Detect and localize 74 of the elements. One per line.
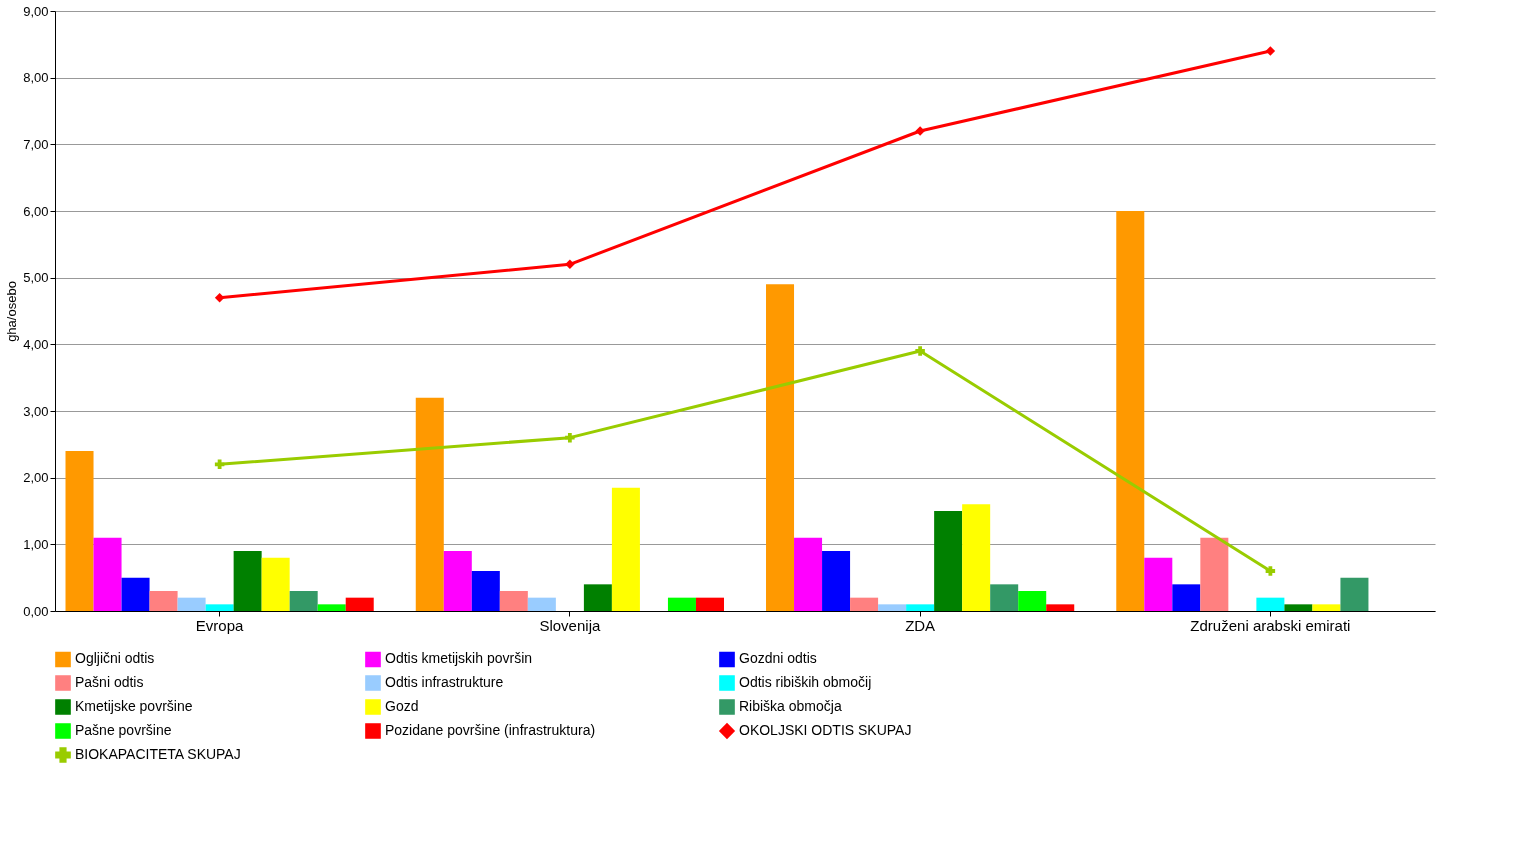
bar — [850, 597, 879, 611]
bar — [149, 591, 178, 611]
legend-label: Odtis kmetijskih površin — [385, 650, 533, 667]
bar — [471, 571, 500, 611]
legend-label: Pašne površine — [75, 722, 172, 738]
bar — [527, 597, 556, 611]
point — [214, 292, 225, 303]
bar — [934, 511, 963, 611]
legend-label: BIOKAPACITETA SKUPAJ — [75, 746, 241, 762]
bar — [1200, 537, 1229, 611]
y-tick-label: 6,00 — [23, 203, 49, 219]
bar — [1144, 557, 1173, 611]
bar — [1172, 584, 1201, 611]
bar — [289, 591, 318, 611]
point — [1265, 566, 1276, 576]
bar — [93, 537, 122, 611]
y-tick-label: 1,00 — [23, 536, 49, 552]
point — [565, 432, 575, 443]
x-tick-label: Slovenija — [539, 616, 601, 634]
y-tick-label: 7,00 — [23, 136, 49, 152]
bar — [583, 584, 612, 611]
legend-label: Gozdni odtis — [739, 650, 817, 667]
y-tick-label: 4,00 — [23, 336, 49, 352]
bar — [65, 451, 94, 611]
bar — [1312, 604, 1341, 611]
bar — [1018, 591, 1047, 611]
bar — [1256, 597, 1285, 611]
bar — [499, 591, 528, 611]
bar — [667, 597, 696, 611]
y-tick-label: 0,00 — [23, 603, 49, 619]
bar — [906, 604, 935, 611]
bar — [121, 577, 150, 611]
bar — [822, 551, 851, 611]
legend-label: Odtis infrastrukture — [385, 674, 504, 690]
bar — [261, 557, 290, 611]
legend-label: OKOLJSKI ODTIS SKUPAJ — [739, 722, 912, 738]
x-tick-label: Združeni arabski emirati — [1190, 616, 1351, 634]
y-axis-title: gha/osebo — [4, 281, 20, 342]
point — [915, 346, 925, 356]
bar — [177, 597, 206, 611]
bar — [233, 551, 262, 611]
bar — [962, 504, 991, 611]
bar — [878, 604, 907, 611]
legend-label: Ribiška območja — [739, 698, 842, 714]
legend-label: Pašni odtis — [75, 674, 144, 690]
bar — [317, 604, 346, 611]
y-tick-label: 5,00 — [23, 270, 49, 286]
x-tick-label: Evropa — [195, 616, 245, 634]
y-tick-label: 9,00 — [23, 3, 49, 19]
bar — [794, 537, 823, 611]
bar — [1046, 604, 1075, 611]
bar — [695, 597, 724, 611]
bar — [205, 604, 234, 611]
bar — [443, 551, 472, 611]
y-tick-label: 2,00 — [23, 470, 49, 486]
bar — [415, 397, 444, 611]
legend-label: Gozd — [385, 698, 419, 714]
y-tick-label: 8,00 — [23, 70, 49, 86]
bar — [766, 284, 795, 611]
bar — [611, 487, 640, 611]
x-tick-label: ZDA — [905, 616, 936, 634]
legend-label: Pozidane površine (infrastruktura) — [385, 722, 596, 738]
bar — [345, 597, 374, 611]
bar — [1116, 211, 1145, 611]
bar — [1284, 604, 1313, 611]
point — [214, 459, 225, 470]
legend-label: Odtis ribiških območij — [739, 674, 872, 690]
legend-label: Ogljični odtis — [75, 650, 155, 667]
bar — [990, 584, 1019, 611]
point — [1265, 46, 1276, 56]
point — [565, 259, 575, 270]
legend-label: Kmetijske površine — [75, 698, 193, 714]
y-tick-label: 3,00 — [23, 403, 49, 419]
bar — [1340, 577, 1369, 611]
